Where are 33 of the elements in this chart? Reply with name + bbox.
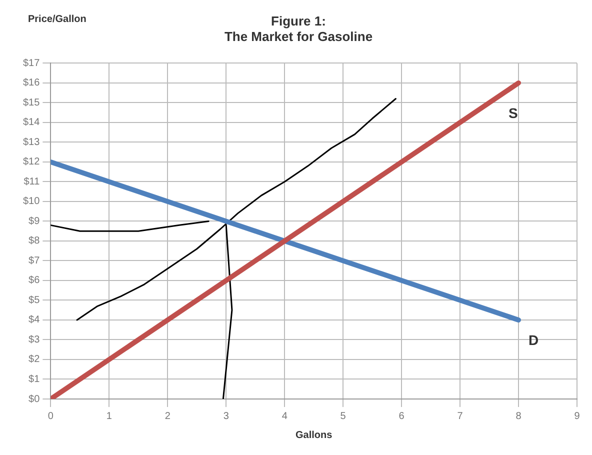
y-tick-label: $10: [22, 196, 40, 208]
x-tick-label: 8: [516, 410, 522, 422]
x-tick-label: 5: [340, 410, 346, 422]
y-axis-title: Price/Gallon: [28, 14, 86, 25]
chart-title: Figure 1: The Market for Gasoline: [224, 13, 373, 44]
y-tick-label: $8: [28, 236, 40, 247]
x-tick-label: 7: [457, 410, 464, 422]
x-tick-label: 6: [398, 410, 405, 422]
x-tick-label: 3: [223, 410, 230, 422]
x-tick-label: 0: [48, 410, 54, 422]
series-label: D: [528, 332, 539, 348]
y-tick-label: $16: [22, 78, 40, 89]
y-tick-label: $13: [22, 136, 40, 148]
x-axis-title: Gallons: [296, 430, 333, 441]
y-tick-label: $11: [24, 176, 40, 188]
x-tick-label: 2: [164, 410, 171, 422]
y-tick-label: $17: [22, 58, 40, 69]
x-tick-label: 1: [106, 410, 112, 422]
y-tick-label: $7: [28, 255, 40, 266]
series-label: S: [508, 104, 518, 121]
y-tick-label: $15: [22, 97, 40, 108]
y-tick-label: $9: [28, 216, 40, 227]
y-tick-label: $5: [28, 294, 40, 306]
y-tick-label: $2: [28, 354, 40, 366]
x-tick-label: 4: [282, 410, 288, 422]
x-tick-label: 9: [574, 410, 580, 422]
y-tick-label: $1: [28, 374, 40, 385]
y-tick-label: $14: [22, 117, 40, 128]
y-tick-label: $12: [22, 156, 40, 168]
y-tick-label: $0: [28, 394, 40, 405]
y-tick-label: $3: [28, 334, 40, 346]
y-tick-label: $4: [28, 314, 40, 326]
y-tick-label: $6: [28, 275, 40, 286]
